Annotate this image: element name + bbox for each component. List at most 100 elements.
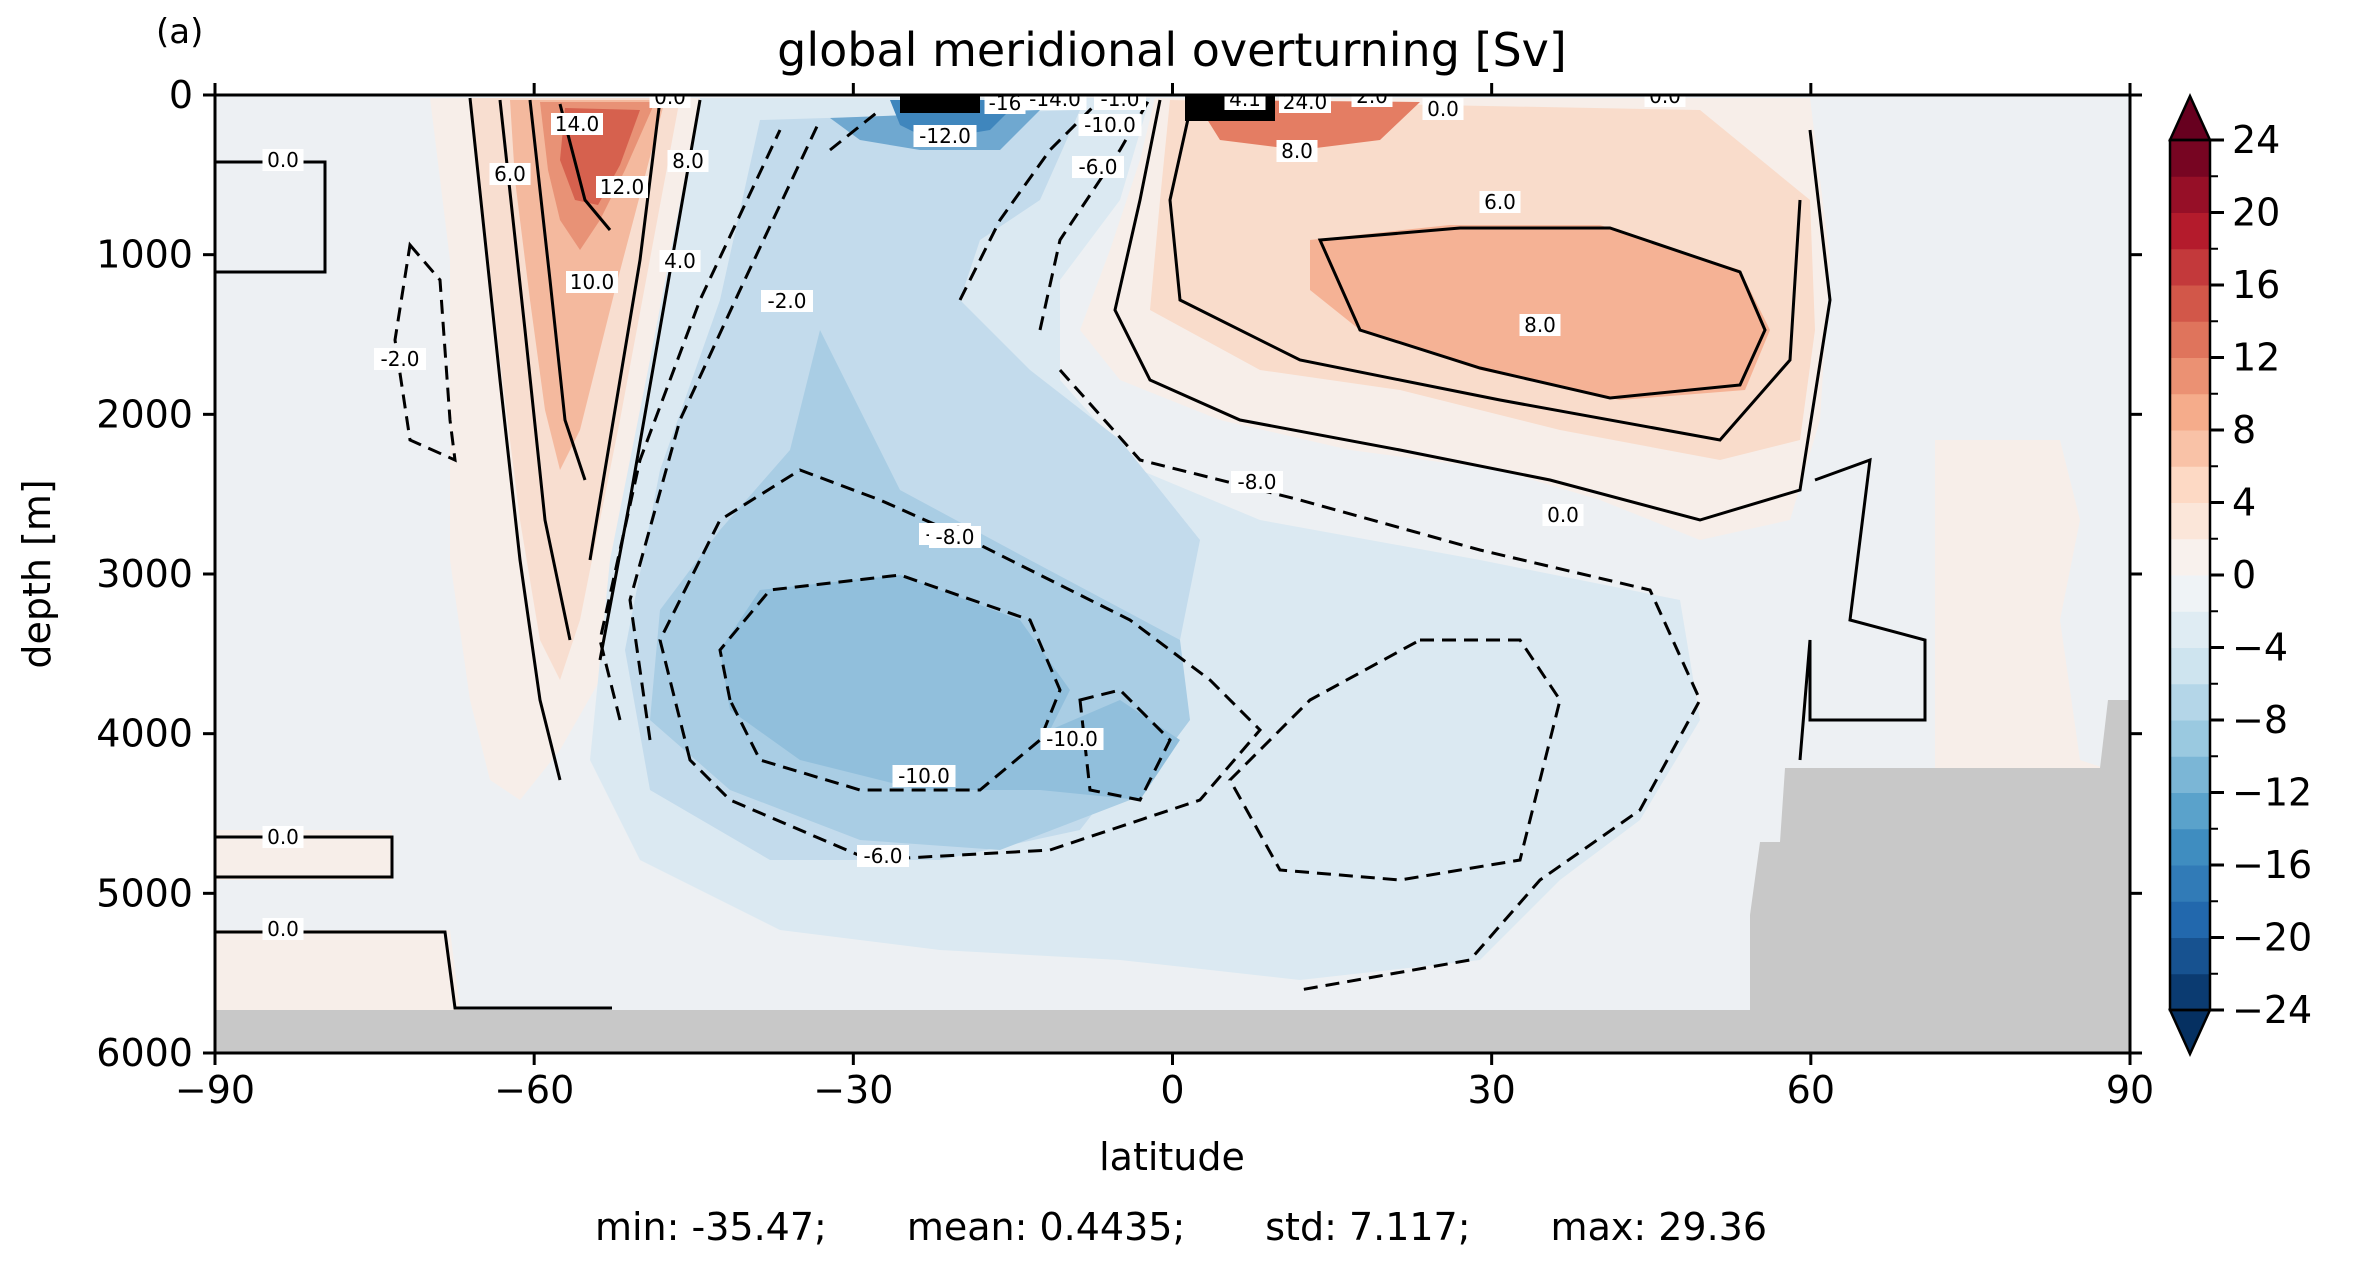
contour-label-text: -2.0 xyxy=(380,347,419,371)
colorbar-level xyxy=(2170,538,2210,576)
x-tick-label: 60 xyxy=(1787,1068,1835,1112)
stat-max: max: 29.36 xyxy=(1550,1205,1768,1249)
contour-label-text: -2.0 xyxy=(767,289,806,313)
colorbar-level xyxy=(2170,683,2210,721)
contour-label-text: 6.0 xyxy=(494,162,526,186)
dense-contour-band xyxy=(900,95,980,113)
land-mask-north xyxy=(1750,700,2130,1053)
contour-label-bg xyxy=(913,125,977,147)
contour-label: 0.0 xyxy=(649,95,691,109)
contour-label: -10.0 xyxy=(892,764,956,788)
fill-deep-south-positive xyxy=(215,830,392,880)
colorbar-tick-label: −20 xyxy=(2232,916,2312,960)
statistics-line: min: -35.47; mean: 0.4435; std: 7.117; max:… xyxy=(0,1205,2362,1249)
x-tick-label: 30 xyxy=(1467,1068,1515,1112)
colorbar-level xyxy=(2170,575,2210,612)
fill-northern-cell-8 xyxy=(1310,225,1770,400)
colorbar-tick-label: 24 xyxy=(2232,118,2280,162)
contour-label: 0.0 xyxy=(262,917,304,941)
contour-label: 8.0 xyxy=(1276,139,1318,163)
contour-label: 0.0 xyxy=(262,148,304,172)
contour-line-negative xyxy=(658,468,1263,862)
colorbar-level xyxy=(2170,285,2210,322)
contour-label: -8.0 xyxy=(1231,470,1283,494)
contour-label-text: 0.0 xyxy=(1427,97,1459,121)
contour-label: -10.0 xyxy=(1040,727,1104,751)
contour-label-bg xyxy=(1072,156,1124,178)
colorbar-level xyxy=(2170,140,2210,177)
contour-label-bg xyxy=(1542,504,1584,526)
contour-line xyxy=(1168,109,1802,442)
colorbar-tick-label: 16 xyxy=(2232,263,2280,307)
contour-line xyxy=(1317,226,1767,400)
contour-label-text: 0.0 xyxy=(267,148,299,172)
colorbar-level xyxy=(2170,973,2210,1011)
contour-label-text: -8.0 xyxy=(935,525,974,549)
contour-label-text: 8.0 xyxy=(1281,139,1313,163)
colorbar-level xyxy=(2170,393,2210,431)
contour-label-text: 0.0 xyxy=(267,825,299,849)
x-tick-label: −90 xyxy=(175,1068,255,1112)
colorbar-tick-label: 20 xyxy=(2232,191,2280,235)
contour-label: 6.0 xyxy=(489,162,531,186)
contour-labels: 0.00.00.00.00.00.0-2.0-2.0-4.0-6.0-6.0-8… xyxy=(262,90,1686,941)
colorbar-tick-label: 4 xyxy=(2232,481,2256,525)
contour-label-text: -10.0 xyxy=(1046,727,1098,751)
filled-contours xyxy=(215,95,2130,1053)
contour-lines xyxy=(215,97,1927,1010)
contour-label-bg xyxy=(929,526,981,548)
contour-label-text: -10.0 xyxy=(898,764,950,788)
y-tick-label: 0 xyxy=(169,73,193,117)
contour-label: 4.0 xyxy=(659,249,701,273)
colorbar-level xyxy=(2170,937,2210,975)
colorbar-tick-label: −12 xyxy=(2232,771,2312,815)
y-tick-label: 3000 xyxy=(96,552,193,596)
contour-line-negative xyxy=(393,241,457,463)
contour-label-text: 0.0 xyxy=(267,917,299,941)
contour-line-negative xyxy=(628,119,822,741)
colorbar-level xyxy=(2170,176,2210,213)
contour-label: 24.0 xyxy=(1279,90,1331,114)
contour-line xyxy=(1798,457,1927,761)
colorbar-level xyxy=(2170,756,2210,793)
contour-label-bg xyxy=(374,348,426,370)
contour-label-bg xyxy=(1644,95,1686,107)
chart-title: global meridional overturning [Sv] xyxy=(777,23,1567,77)
stat-min: min: -35.47; xyxy=(594,1205,827,1249)
negative-contour-lines xyxy=(393,97,1702,992)
x-tick-label: −60 xyxy=(494,1068,574,1112)
x-tick-label: −30 xyxy=(813,1068,893,1112)
x-tick-label: 90 xyxy=(2106,1068,2154,1112)
contour-label: -16 xyxy=(984,95,1026,115)
contour-label: -2.0 xyxy=(761,289,813,313)
contour-line xyxy=(588,99,662,561)
contour-label-text: -12.0 xyxy=(919,124,971,148)
contour-label-text: -10.0 xyxy=(1084,113,1136,137)
stat-std: std: 7.117; xyxy=(1265,1205,1471,1249)
contour-label-bg xyxy=(1040,728,1104,750)
colorbar-extend-min xyxy=(2168,1008,2212,1058)
contour-label-text: 10.0 xyxy=(570,270,615,294)
contour-label-bg xyxy=(262,918,304,940)
colorbar-tick-label: −8 xyxy=(2232,698,2288,742)
contour-label-bg xyxy=(1479,191,1521,213)
colorbar-level xyxy=(2170,357,2210,395)
x-tick-label: 0 xyxy=(1160,1068,1184,1112)
contour-line xyxy=(598,99,702,661)
contour-label-bg xyxy=(667,150,709,172)
y-tick-label: 1000 xyxy=(96,233,193,277)
contour-line xyxy=(558,103,612,231)
y-axis-label: depth [m] xyxy=(15,479,59,668)
colorbar-level xyxy=(2170,792,2210,830)
contour-label: 2.0 xyxy=(1351,95,1393,108)
contour-line-negative xyxy=(829,108,881,152)
contour-label: 0.0 xyxy=(1422,97,1464,121)
contour-label: -6.0 xyxy=(857,844,909,868)
colorbar-tick-label: 0 xyxy=(2232,553,2256,597)
contour-label: 6.0 xyxy=(1479,190,1521,214)
contour-label-text: 24.0 xyxy=(1283,90,1328,114)
colorbar-tick-label: −4 xyxy=(2232,626,2288,670)
contour-label-bg xyxy=(857,845,909,867)
contour-line xyxy=(498,99,572,641)
